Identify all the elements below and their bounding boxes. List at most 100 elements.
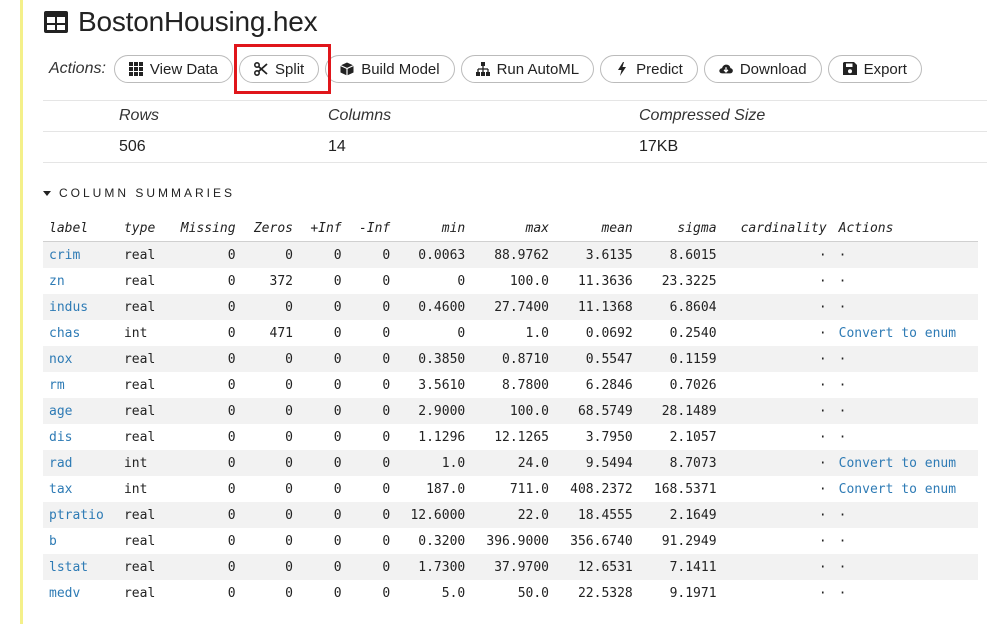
max-value: 22.0 (471, 502, 555, 528)
table-row: dis real 0 0 0 0 1.1296 12.1265 3.7950 2.1057 · · (43, 424, 978, 450)
column-label-link[interactable]: age (43, 398, 118, 424)
pos-inf-count: 0 (299, 241, 348, 268)
missing-count: 0 (166, 554, 242, 580)
max-value: 8.7800 (502, 377, 549, 393)
pos-inf-count: 0 (299, 554, 348, 580)
col-header-actions: Actions (832, 215, 978, 242)
column-type: real (117, 241, 167, 268)
column-summaries-title: COLUMN SUMMARIES (59, 186, 236, 200)
convert-to-enum-link[interactable]: Convert to enum (832, 450, 978, 476)
download-button[interactable]: Download (703, 55, 822, 83)
rows-header: Rows (119, 107, 160, 124)
columns-value: 14 (328, 138, 346, 155)
col-header-zeros: Zeros (241, 215, 299, 242)
build-model-button[interactable]: Build Model (325, 55, 455, 83)
neg-inf-count: 0 (347, 294, 397, 320)
col-header-label: label (43, 215, 118, 242)
column-label-link[interactable]: medv (49, 585, 81, 601)
pos-inf-count: 0 (333, 429, 342, 445)
column-summaries-toggle[interactable]: COLUMN SUMMARIES (43, 186, 235, 200)
floppy-disk-icon (842, 62, 857, 76)
neg-inf-count: 0 (347, 502, 397, 528)
max-value: 50.0 (517, 585, 549, 601)
export-button[interactable]: Export (827, 55, 922, 83)
zeros-count: 0 (241, 554, 299, 580)
max-value: 37.9700 (471, 554, 555, 580)
run-automl-button[interactable]: Run AutoML (460, 55, 595, 83)
column-label-link[interactable]: tax (49, 481, 73, 497)
column-label-link[interactable]: dis (49, 429, 73, 445)
column-label-link[interactable]: crim (43, 241, 118, 268)
row-action: · (832, 294, 978, 320)
column-label-link[interactable]: indus (43, 294, 118, 320)
view-data-button[interactable]: View Data (113, 55, 234, 83)
min-value: 0 (457, 325, 466, 341)
split-button[interactable]: Split (239, 55, 320, 83)
zeros-count: 0 (285, 533, 293, 549)
missing-count: 0 (227, 585, 236, 601)
convert-to-enum-link[interactable]: Convert to enum (838, 325, 957, 341)
convert-to-enum-link[interactable]: Convert to enum (838, 481, 957, 497)
table-row: indus real 0 0 0 0 0.4600 27.7400 11.1368 6.8604 ·… (43, 294, 978, 320)
column-label-link[interactable]: rad (43, 450, 118, 476)
column-label-link[interactable]: b (49, 533, 57, 549)
column-label-link[interactable]: ptratio (43, 502, 118, 528)
cardinality-value: · (818, 377, 827, 393)
table-row: tax int 0 0 0 0 187.0 711.0 408.2372 168.5371 · Con… (43, 476, 978, 502)
sigma-value: 6.8604 (638, 294, 723, 320)
col-header-neg-inf: -Inf (347, 215, 397, 242)
zeros-count: 0 (285, 585, 293, 601)
missing-count: 0 (166, 241, 242, 268)
zeros-count: 0 (241, 398, 299, 424)
grid-icon (128, 62, 143, 76)
table-row: medv real 0 0 0 0 5.0 50.0 22.5328 9.1971 · · (43, 580, 978, 606)
column-type: real (117, 346, 167, 372)
row-action: · (838, 429, 847, 445)
min-value: 0.3200 (418, 533, 466, 549)
neg-inf-count: 0 (382, 533, 391, 549)
actions-toolbar: Actions: View Data Split (49, 53, 928, 85)
column-label-link[interactable]: lstat (43, 554, 118, 580)
compressed-size-header: Compressed Size (639, 107, 766, 124)
mean-value: 0.5547 (555, 346, 639, 372)
pos-inf-count: 0 (333, 585, 342, 601)
row-action: · (832, 554, 978, 580)
cardinality-value: · (818, 533, 827, 549)
col-header-sigma: sigma (638, 215, 723, 242)
neg-inf-count: 0 (347, 241, 397, 268)
row-action: · (832, 398, 978, 424)
row-action: · (838, 377, 847, 393)
min-value: 0.4600 (396, 294, 472, 320)
table-row: rad int 0 0 0 0 1.0 24.0 9.5494 8.7073 · Convert to… (43, 450, 978, 476)
neg-inf-count: 0 (382, 273, 391, 289)
column-type: real (117, 398, 167, 424)
row-action: · (832, 241, 978, 268)
column-type: real (123, 533, 156, 549)
sigma-value: 168.5371 (653, 481, 717, 497)
build-model-label: Build Model (361, 60, 440, 78)
column-label-link[interactable]: chas (49, 325, 81, 341)
min-value: 0.0063 (396, 241, 472, 268)
column-type: int (123, 325, 148, 341)
predict-button[interactable]: Predict (600, 55, 698, 83)
left-accent-rule (20, 0, 23, 624)
column-label-link[interactable]: zn (49, 273, 65, 289)
mean-value: 11.1368 (555, 294, 639, 320)
pos-inf-count: 0 (333, 377, 342, 393)
column-summaries-table: label type Missing Zeros +Inf -Inf min m… (43, 215, 978, 606)
row-action: · (832, 346, 978, 372)
column-type: real (123, 377, 156, 393)
table-header-row: label type Missing Zeros +Inf -Inf min m… (43, 215, 978, 242)
pos-inf-count: 0 (299, 294, 348, 320)
min-value: 3.5610 (418, 377, 466, 393)
frame-stats: Rows Columns Compressed Size 506 14 17KB (43, 100, 987, 163)
cardinality-value: · (818, 429, 827, 445)
zeros-count: 471 (269, 325, 293, 341)
column-label-link[interactable]: rm (49, 377, 65, 393)
column-label-link[interactable]: nox (43, 346, 118, 372)
min-value: 12.6000 (396, 502, 472, 528)
mean-value: 18.4555 (555, 502, 639, 528)
column-type: real (117, 294, 167, 320)
max-value: 711.0 (509, 481, 549, 497)
split-label: Split (275, 60, 305, 78)
